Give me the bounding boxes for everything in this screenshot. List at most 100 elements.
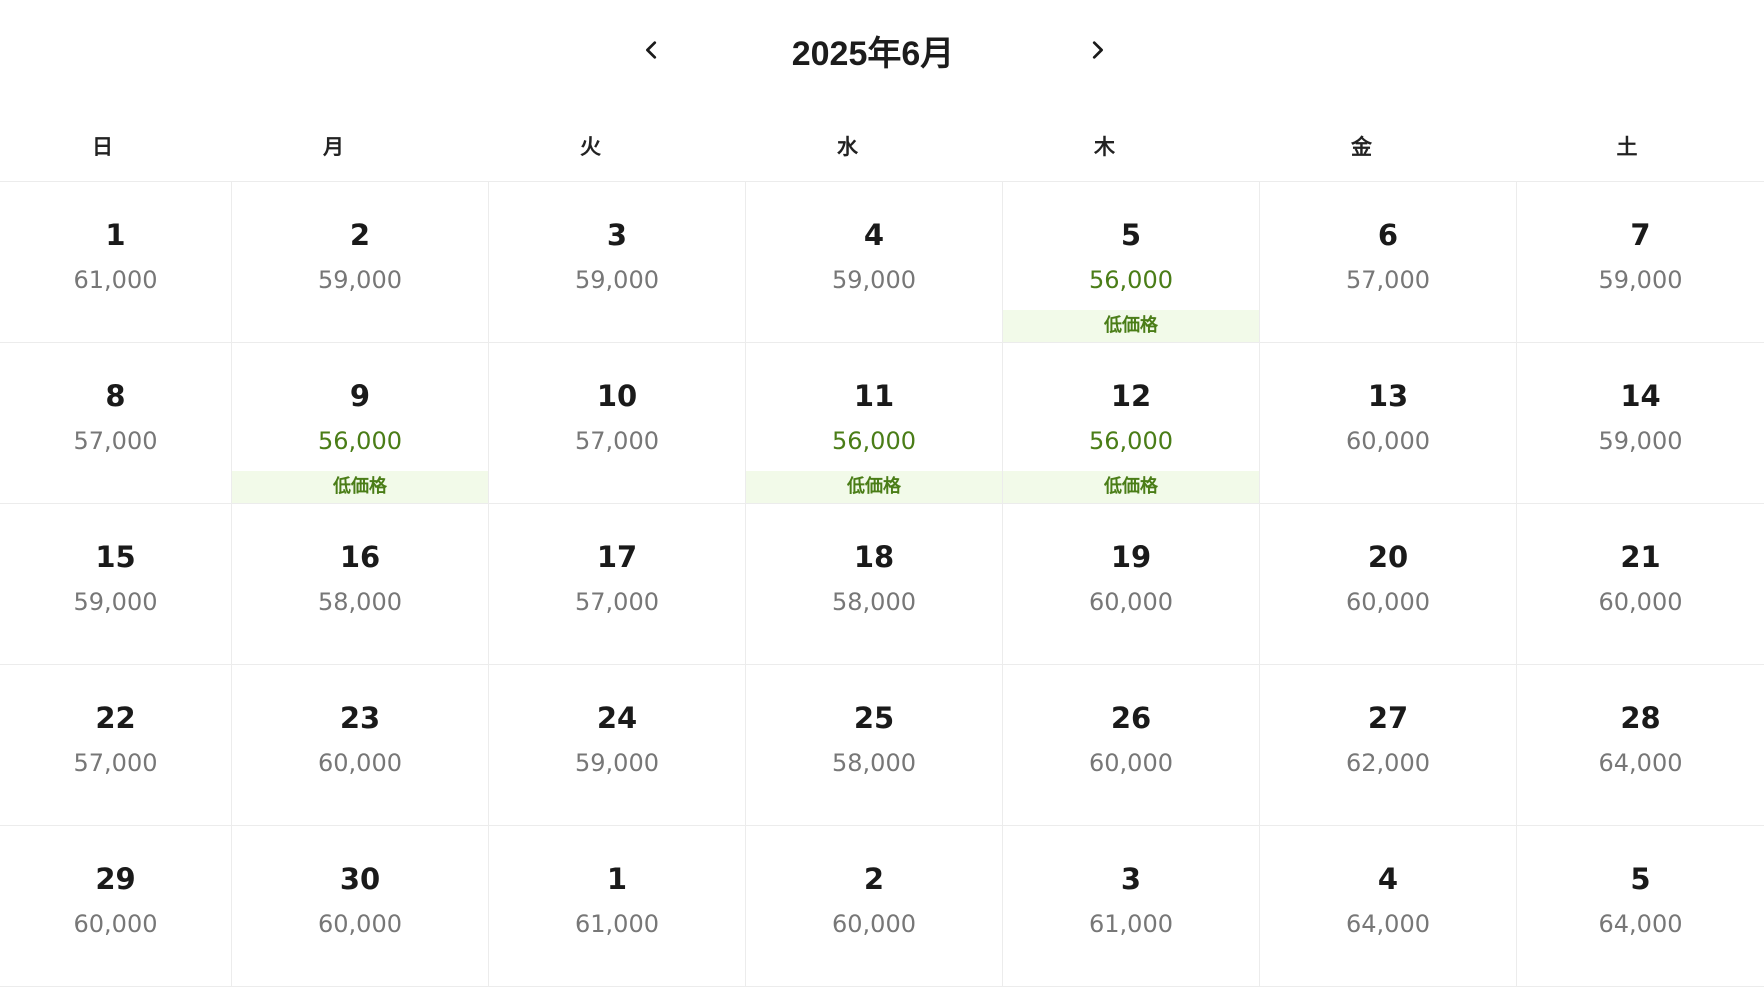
weekday-sat: 土	[1616, 135, 1638, 159]
day-cell[interactable]: 14 59,000	[1516, 343, 1764, 503]
day-cell[interactable]: 9 56,000 低価格	[231, 343, 488, 503]
day-price: 57,000	[575, 427, 659, 455]
day-cell[interactable]: 26 60,000	[1002, 665, 1259, 825]
day-cell[interactable]: 22 57,000	[0, 665, 231, 825]
calendar-header: 2025年6月	[0, 0, 1764, 100]
day-price: 59,000	[318, 266, 402, 294]
day-price: 64,000	[1598, 910, 1683, 938]
day-cell[interactable]: 5 64,000	[1516, 826, 1764, 986]
day-cell[interactable]: 25 58,000	[745, 665, 1002, 825]
day-cell[interactable]: 1 61,000	[0, 182, 231, 342]
day-cell[interactable]: 7 59,000	[1516, 182, 1764, 342]
day-number: 4	[1377, 862, 1399, 896]
day-number: 6	[1377, 218, 1399, 252]
day-number: 3	[1120, 862, 1142, 896]
day-number: 16	[339, 540, 381, 574]
day-cell[interactable]: 21 60,000	[1516, 504, 1764, 664]
day-cell[interactable]: 2 60,000	[745, 826, 1002, 986]
day-price: 57,000	[73, 427, 158, 455]
day-number: 12	[1110, 379, 1152, 413]
day-price: 56,000	[1089, 266, 1173, 294]
day-cell[interactable]: 10 57,000	[488, 343, 745, 503]
day-number: 2	[349, 218, 371, 252]
day-cell[interactable]: 3 61,000	[1002, 826, 1259, 986]
day-cell[interactable]: 24 59,000	[488, 665, 745, 825]
prev-month-button[interactable]	[628, 26, 676, 74]
low-price-badge: 低価格	[232, 471, 488, 503]
day-cell[interactable]: 19 60,000	[1002, 504, 1259, 664]
low-price-badge: 低価格	[1003, 310, 1259, 342]
day-price: 59,000	[575, 749, 659, 777]
day-price: 60,000	[1089, 749, 1173, 777]
day-price: 57,000	[1346, 266, 1430, 294]
day-cell[interactable]: 15 59,000	[0, 504, 231, 664]
day-price: 56,000	[1089, 427, 1173, 455]
day-number: 5	[1120, 218, 1142, 252]
day-price: 61,000	[1089, 910, 1173, 938]
day-cell[interactable]: 2 59,000	[231, 182, 488, 342]
weekday-fri: 金	[1351, 135, 1372, 159]
week-row: 29 60,000 30 60,000 1 61,000 2 60,000 3 61,000 4 64…	[0, 826, 1764, 987]
day-cell[interactable]: 29 60,000	[0, 826, 231, 986]
calendar-grid: 1 61,000 2 59,000 3 59,000 4 59,000 5 56,000 低価格 6 5…	[0, 181, 1764, 987]
day-cell[interactable]: 23 60,000	[231, 665, 488, 825]
day-cell[interactable]: 8 57,000	[0, 343, 231, 503]
day-number: 7	[1630, 218, 1651, 252]
day-price: 56,000	[318, 427, 402, 455]
day-price: 58,000	[832, 588, 916, 616]
day-number: 30	[339, 862, 381, 896]
day-number: 20	[1367, 540, 1409, 574]
day-cell[interactable]: 6 57,000	[1259, 182, 1516, 342]
day-price: 60,000	[1598, 588, 1683, 616]
day-price: 62,000	[1346, 749, 1430, 777]
day-number: 19	[1110, 540, 1152, 574]
day-price: 59,000	[575, 266, 659, 294]
day-number: 17	[596, 540, 638, 574]
day-number: 13	[1367, 379, 1409, 413]
day-cell[interactable]: 5 56,000 低価格	[1002, 182, 1259, 342]
day-cell[interactable]: 28 64,000	[1516, 665, 1764, 825]
day-number: 26	[1110, 701, 1152, 735]
day-number: 25	[853, 701, 895, 735]
day-number: 14	[1620, 379, 1661, 413]
day-cell[interactable]: 27 62,000	[1259, 665, 1516, 825]
day-price: 61,000	[575, 910, 659, 938]
week-row: 1 61,000 2 59,000 3 59,000 4 59,000 5 56,000 低価格 6 5…	[0, 182, 1764, 343]
week-row: 8 57,000 9 56,000 低価格 10 57,000 11 56,000 低価格 12 56…	[0, 343, 1764, 504]
day-cell[interactable]: 20 60,000	[1259, 504, 1516, 664]
day-cell[interactable]: 4 59,000	[745, 182, 1002, 342]
day-number: 8	[105, 379, 126, 413]
day-number: 23	[339, 701, 381, 735]
day-price: 59,000	[73, 588, 158, 616]
next-month-button[interactable]	[1073, 26, 1121, 74]
day-number: 11	[853, 379, 895, 413]
day-cell[interactable]: 30 60,000	[231, 826, 488, 986]
week-row: 22 57,000 23 60,000 24 59,000 25 58,000 26 60,000…	[0, 665, 1764, 826]
day-number: 4	[863, 218, 885, 252]
day-cell[interactable]: 4 64,000	[1259, 826, 1516, 986]
week-row: 15 59,000 16 58,000 17 57,000 18 58,000 19 60,000…	[0, 504, 1764, 665]
day-cell[interactable]: 13 60,000	[1259, 343, 1516, 503]
day-cell[interactable]: 11 56,000 低価格	[745, 343, 1002, 503]
day-price: 58,000	[318, 588, 402, 616]
day-price: 59,000	[832, 266, 916, 294]
day-cell[interactable]: 16 58,000	[231, 504, 488, 664]
day-cell[interactable]: 1 61,000	[488, 826, 745, 986]
day-cell[interactable]: 12 56,000 低価格	[1002, 343, 1259, 503]
day-number: 18	[853, 540, 895, 574]
day-number: 1	[606, 862, 628, 896]
day-price: 59,000	[1598, 266, 1683, 294]
day-cell[interactable]: 18 58,000	[745, 504, 1002, 664]
day-price: 56,000	[832, 427, 916, 455]
day-price: 60,000	[318, 910, 402, 938]
day-cell[interactable]: 17 57,000	[488, 504, 745, 664]
day-number: 15	[95, 540, 136, 574]
day-number: 28	[1620, 701, 1661, 735]
day-price: 60,000	[1346, 427, 1430, 455]
day-price: 61,000	[73, 266, 158, 294]
day-number: 1	[105, 218, 126, 252]
weekday-mon: 月	[323, 135, 344, 159]
day-cell[interactable]: 3 59,000	[488, 182, 745, 342]
day-price: 60,000	[318, 749, 402, 777]
